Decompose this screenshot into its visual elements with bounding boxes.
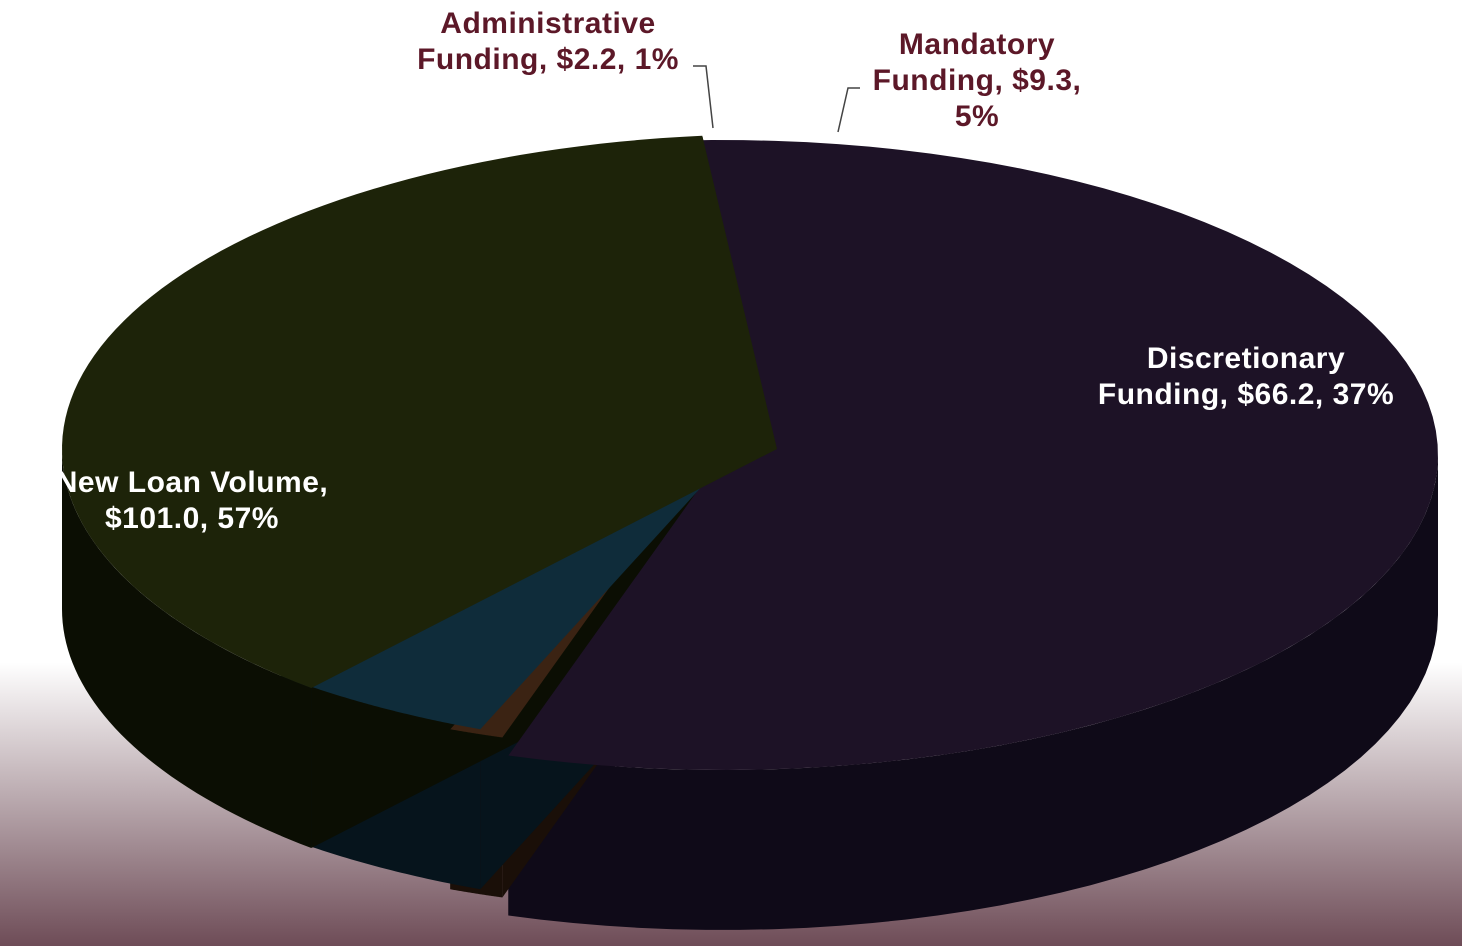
slice-label-line: Funding, $9.3, bbox=[873, 64, 1082, 97]
slice-label-line: Administrative bbox=[440, 7, 655, 40]
slice-label-line: 5% bbox=[955, 100, 999, 133]
slice-label-line: Funding, $66.2, 37% bbox=[1098, 378, 1394, 411]
slice-label-line: $101.0, 57% bbox=[105, 502, 279, 535]
slice-label-line: Funding, $2.2, 1% bbox=[417, 43, 679, 76]
slice-label-line: Discretionary bbox=[1147, 342, 1345, 375]
slice-label-line: Mandatory bbox=[899, 28, 1055, 61]
slice-label-line: New Loan Volume, bbox=[56, 466, 328, 499]
